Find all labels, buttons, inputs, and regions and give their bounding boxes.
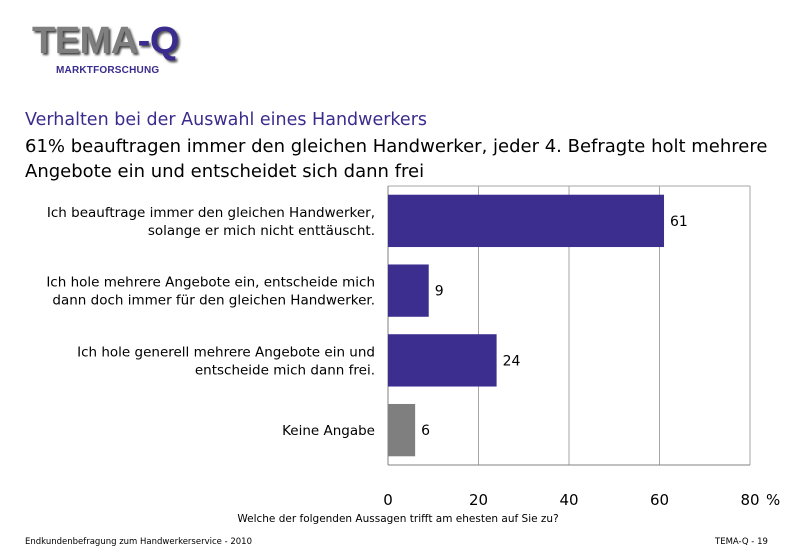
category-label: solange er mich nicht enttäuscht. <box>148 223 375 239</box>
bar <box>388 403 416 457</box>
logo-subtitle: MARKTFORSCHUNG <box>56 65 160 76</box>
category-label: dann doch immer für den gleichen Handwer… <box>52 293 375 309</box>
x-tick-label: 40 <box>559 491 578 509</box>
category-label: Ich beauftrage immer den gleichen Handwe… <box>47 205 375 221</box>
x-axis-unit: % <box>766 491 780 509</box>
x-tick-label: 80 <box>740 491 759 509</box>
x-axis-label: Welche der folgenden Aussagen trifft am … <box>237 513 558 525</box>
x-tick-label: 60 <box>650 491 669 509</box>
category-label: Ich hole mehrere Angebote ein, entscheid… <box>46 275 375 291</box>
bar <box>388 334 497 387</box>
logo-dash: - <box>137 20 151 62</box>
bar-value-label: 24 <box>503 353 521 369</box>
bar <box>388 194 665 248</box>
category-label: Keine Angabe <box>282 423 375 439</box>
x-tick-label: 0 <box>383 491 393 509</box>
category-label: entscheide mich dann frei. <box>195 362 375 378</box>
bar-value-label: 6 <box>421 423 430 439</box>
bar-value-label: 61 <box>670 214 688 230</box>
x-tick-label: 20 <box>469 491 488 509</box>
footer-page-number: TEMA-Q - 19 <box>715 537 768 547</box>
logo-q: Q <box>149 20 180 62</box>
tema-q-logo: TEMA-Q <box>32 22 179 60</box>
slide-headline: 61% beauftragen immer den gleichen Handw… <box>25 136 768 182</box>
slide-subtitle: Verhalten bei der Auswahl eines Handwerk… <box>25 110 428 130</box>
bar-value-label: 9 <box>435 284 444 300</box>
category-label: Ich hole generell mehrere Angebote ein u… <box>77 344 375 360</box>
footer-source: Endkundenbefragung zum Handwerkerservice… <box>25 537 252 547</box>
logo-tema-text: TEMA <box>32 20 138 62</box>
bar <box>388 264 429 317</box>
